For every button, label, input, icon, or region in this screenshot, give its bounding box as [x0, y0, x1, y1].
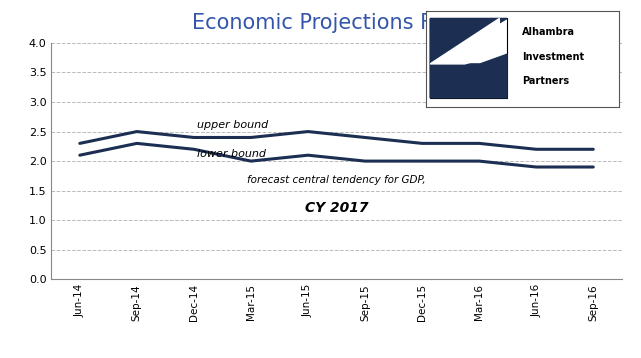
- Polygon shape: [430, 19, 499, 64]
- Text: Partners: Partners: [522, 76, 570, 86]
- Text: Investment: Investment: [522, 52, 585, 62]
- Text: Alhambra: Alhambra: [522, 27, 576, 37]
- Text: lower bound: lower bound: [197, 149, 266, 159]
- Title: Economic Projections FOMC: Economic Projections FOMC: [192, 13, 481, 33]
- Text: forecast central tendency for GDP,: forecast central tendency for GDP,: [247, 175, 426, 185]
- Text: upper bound: upper bound: [197, 120, 268, 130]
- Polygon shape: [430, 54, 507, 98]
- FancyBboxPatch shape: [430, 19, 507, 98]
- Polygon shape: [430, 19, 507, 64]
- Text: CY 2017: CY 2017: [304, 201, 369, 216]
